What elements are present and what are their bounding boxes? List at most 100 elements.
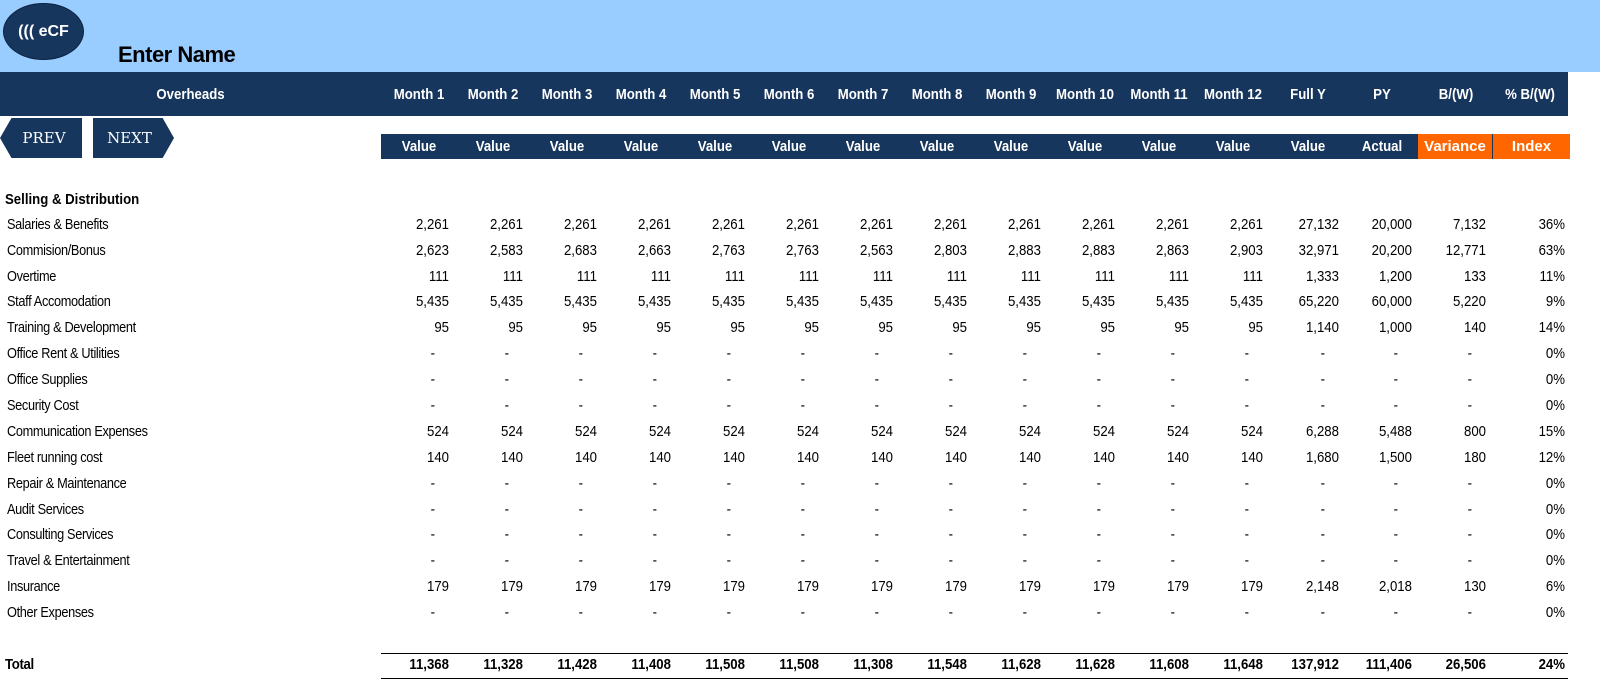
table-cell: -	[1096, 475, 1101, 492]
table-cell: -	[1244, 475, 1249, 492]
table-cell: 137,912	[1291, 656, 1339, 673]
table-cell: 5,488	[1378, 423, 1412, 440]
table-cell: -	[430, 604, 435, 621]
table-cell: 1,200	[1378, 268, 1412, 285]
row-label: Security Cost	[7, 397, 79, 414]
table-row: Travel & Entertainment - - - - - - - - - - - - - - - 0%	[0, 548, 1568, 574]
table-cell: -	[1467, 345, 1472, 362]
column-subheader: Value	[1067, 138, 1103, 155]
table-cell: -	[652, 371, 657, 388]
table-row: Commision/Bonus 2,623 2,583 2,683 2,663 2,763…	[0, 238, 1568, 264]
column-subheader: Value	[1215, 138, 1251, 155]
table-cell: 5,220	[1452, 293, 1486, 310]
table-cell: -	[800, 371, 805, 388]
table-cell: 2,261	[1081, 216, 1115, 233]
table-cell: -	[1096, 526, 1101, 543]
table-cell: 2,261	[711, 216, 745, 233]
table-row: Security Cost - - - - - - - - - - - - - - - 0%	[0, 393, 1568, 419]
table-cell: -	[1096, 397, 1101, 414]
table-cell: -	[430, 552, 435, 569]
column-subheader: Value	[401, 138, 437, 155]
table-cell: -	[800, 604, 805, 621]
enter-name-field[interactable]: Enter Name	[118, 42, 236, 67]
prev-button[interactable]: PREV	[0, 118, 82, 158]
table-cell: -	[874, 501, 879, 518]
table-cell: -	[1096, 371, 1101, 388]
table-cell: -	[1393, 397, 1398, 414]
table-cell: -	[800, 526, 805, 543]
table-cell: 179	[870, 578, 893, 595]
table-cell: -	[504, 371, 509, 388]
table-row: Training & Development 95 95 95 95 95 95 95 95 95…	[0, 315, 1568, 341]
table-cell: 2,261	[415, 216, 449, 233]
table-cell: 111	[576, 268, 597, 285]
table-cell: 6,288	[1305, 423, 1339, 440]
row-label: Other Expenses	[7, 604, 94, 621]
table-cell: -	[578, 345, 583, 362]
table-cell: 179	[944, 578, 967, 595]
table-cell: 7,132	[1452, 216, 1486, 233]
table-cell: 524	[574, 423, 597, 440]
table-cell: 11,428	[557, 656, 597, 673]
table-cell: 2,683	[563, 242, 597, 259]
next-button[interactable]: NEXT	[93, 118, 174, 158]
table-cell: 95	[582, 319, 597, 336]
table-cell: 1,500	[1378, 449, 1412, 466]
column-subheader: Value	[771, 138, 807, 155]
column-header-bar: Overheads Month 1 Month 2 Month 3 Month 4 Mo…	[0, 72, 1568, 116]
table-cell: 2,763	[711, 242, 745, 259]
table-cell: 179	[500, 578, 523, 595]
table-cell: 524	[1018, 423, 1041, 440]
table-cell: -	[1393, 526, 1398, 543]
table-cell: 179	[574, 578, 597, 595]
table-cell: 2,623	[415, 242, 449, 259]
table-cell: -	[1320, 604, 1325, 621]
table-cell: -	[1170, 552, 1175, 569]
table-cell: 2,863	[1155, 242, 1189, 259]
table-cell: 60,000	[1371, 293, 1412, 310]
table-cell: 63%	[1538, 242, 1565, 259]
column-subheader: Variance	[1418, 134, 1492, 159]
table-row: Overtime 111 111 111 111 111 111 111 111 111 111 11…	[0, 264, 1568, 290]
table-cell: -	[652, 604, 657, 621]
table-cell: 111	[428, 268, 449, 285]
table-cell: 2,663	[637, 242, 671, 259]
table-cell: -	[1170, 604, 1175, 621]
table-cell: -	[504, 604, 509, 621]
column-header: Month 6	[763, 85, 815, 103]
table-cell: -	[1022, 552, 1027, 569]
table-cell: 2,763	[785, 242, 819, 259]
table-cell: 524	[796, 423, 819, 440]
table-cell: -	[1467, 475, 1472, 492]
table-cell: 11,328	[483, 656, 523, 673]
row-label: Consulting Services	[7, 526, 114, 543]
table-cell: -	[1320, 501, 1325, 518]
table-cell: 11,308	[853, 656, 893, 673]
table-cell: -	[1022, 604, 1027, 621]
table-cell: -	[578, 552, 583, 569]
table-cell: 12%	[1538, 449, 1565, 466]
table-cell: 0%	[1545, 371, 1565, 388]
table-cell: 36%	[1538, 216, 1565, 233]
table-cell: 140	[1018, 449, 1041, 466]
row-label: Audit Services	[7, 501, 84, 518]
table-cell: 5,435	[711, 293, 745, 310]
column-subheader: Value	[845, 138, 881, 155]
table-cell: 111	[502, 268, 523, 285]
table-cell: 11,648	[1223, 656, 1263, 673]
table-cell: 179	[1166, 578, 1189, 595]
table-cell: -	[874, 552, 879, 569]
table-cell: -	[948, 552, 953, 569]
column-header: PY	[1373, 85, 1391, 103]
table-cell: 1,140	[1305, 319, 1339, 336]
table-cell: 5,435	[563, 293, 597, 310]
column-header: Month 2	[467, 85, 519, 103]
table-cell: 524	[500, 423, 523, 440]
column-subheader: Value	[1141, 138, 1177, 155]
table-cell: 140	[1463, 319, 1486, 336]
table-cell: 24%	[1538, 656, 1565, 673]
table-cell: -	[652, 552, 657, 569]
table-cell: 95	[878, 319, 893, 336]
table-cell: 5,435	[1007, 293, 1041, 310]
table-cell: 2,261	[637, 216, 671, 233]
